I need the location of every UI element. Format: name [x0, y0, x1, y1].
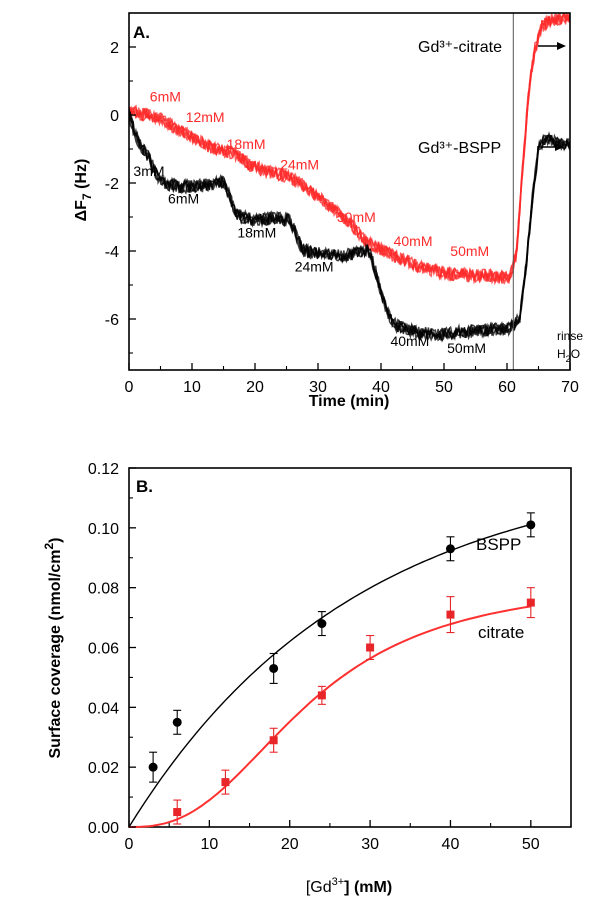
panel-a-y-axis-title: ΔF7 (Hz) [73, 159, 94, 222]
y-tick-label: 0.12 [88, 461, 119, 478]
citrate-concentration-label: 6mM [150, 88, 181, 104]
y-tick-label: 2 [110, 40, 119, 57]
y-tick-label: 0.08 [88, 581, 119, 598]
bspp-data-point [148, 762, 158, 772]
series-citrate-line [129, 13, 570, 286]
bspp-data-point [317, 619, 327, 629]
panel-a-y-ticks: 2 0 -2 -4 -6 [105, 40, 136, 354]
series-bspp-trace [129, 108, 570, 343]
bspp-data-point [269, 663, 279, 673]
y-tick-label: -6 [105, 312, 119, 329]
citrate-data-point [317, 691, 326, 700]
y-tick-label: 0.10 [88, 521, 119, 538]
x-tick-label: 50 [522, 836, 540, 853]
x-tick-label: 70 [561, 379, 579, 396]
panel-b-points [148, 512, 536, 825]
panel-a-x-ticks: 0 10 20 30 40 50 60 70 [125, 363, 579, 396]
bspp-fit-curve [128, 523, 531, 828]
citrate-data-point [446, 610, 455, 619]
panel-b-x-axis-title: [Gd3+] (mM) [306, 876, 392, 896]
bspp-concentration-label: 50mM [447, 340, 486, 356]
x-tick-label: 0 [125, 836, 134, 853]
y-tick-label: 0 [110, 108, 119, 125]
panel-b-label: B. [136, 477, 153, 496]
citrate-concentration-label: 50mM [450, 243, 489, 259]
x-tick-label: 50 [435, 379, 453, 396]
y-tick-label: 0.00 [88, 820, 119, 837]
panel-b-y-axis-title: Surface coverage (nmol/cm2) [42, 538, 64, 759]
bspp-label-arrow-head [555, 143, 564, 151]
x-tick-label: 40 [442, 836, 460, 853]
series-citrate-line [129, 13, 570, 286]
citrate-data-point [269, 736, 278, 745]
bspp-data-point [526, 520, 536, 530]
panel-a-x-axis-title: Time (min) [309, 393, 390, 410]
panel-a-series [129, 13, 570, 343]
citrate-concentration-label: 18mM [227, 136, 266, 152]
x-tick-label: 40 [372, 379, 390, 396]
citrate-concentration-label: 24mM [280, 156, 319, 172]
bspp-concentration-label: 18mM [237, 224, 276, 240]
bspp-data-point [172, 717, 182, 727]
panel-a-label: A. [133, 23, 150, 42]
bspp-concentration-label: 40mM [390, 333, 429, 349]
citrate-label-arrow-head [557, 42, 566, 50]
panel-a-annotations: 6mM12mM18mM24mM30mM40mM50mM3mM6mM18mM24m… [133, 88, 489, 356]
x-tick-label: 20 [246, 379, 264, 396]
y-tick-label: 0.02 [88, 760, 119, 777]
series-bspp-line [129, 111, 570, 343]
panel-b-x-ticks: 0 10 20 30 40 50 [125, 820, 572, 853]
panel-b-frame [128, 467, 572, 828]
x-tick-label: 10 [183, 379, 201, 396]
bspp-data-point [445, 544, 455, 554]
y-tick-label: -2 [105, 176, 119, 193]
x-tick-label: 10 [200, 836, 218, 853]
citrate-fit-curve [129, 605, 531, 828]
x-tick-label: 0 [125, 379, 134, 396]
series-citrate-line [129, 13, 570, 284]
h2o-label: H2O [557, 347, 580, 364]
series-citrate-trace [129, 13, 570, 286]
citrate-concentration-label: 12mM [186, 109, 225, 125]
series-bspp-line [129, 110, 570, 343]
series-bspp-line [129, 118, 570, 341]
citrate-data-point [526, 598, 535, 607]
panel-b-y-ticks: 0.00 0.02 0.04 0.06 0.08 0.10 0.12 [88, 461, 136, 837]
bspp-series-label: Gd³⁺-BSPP [418, 140, 501, 157]
series-citrate-line [129, 13, 570, 285]
citrate-concentration-label: 40mM [394, 233, 433, 249]
bspp-concentration-label: 3mM [133, 163, 164, 179]
x-tick-label: 60 [498, 379, 516, 396]
series-citrate-line [129, 13, 570, 285]
y-tick-label: 0.06 [88, 641, 119, 658]
y-tick-label: 0.04 [88, 700, 119, 717]
x-tick-label: 30 [361, 836, 379, 853]
panel-b: 0 10 20 30 40 50 0.00 0.02 0.04 0.06 0.08 0.10 0.12… [42, 461, 572, 896]
x-tick-label: 30 [309, 379, 327, 396]
bspp-concentration-label: 6mM [168, 190, 199, 206]
x-tick-label: 20 [281, 836, 299, 853]
citrate-concentration-label: 30mM [337, 209, 376, 225]
series-bspp-line [129, 116, 570, 341]
panel-a: 0 10 20 30 40 50 60 70 20-2-4-6 6mM12mM18mM24mM… [73, 12, 583, 410]
y-tick-label: -4 [105, 244, 119, 261]
citrate-data-point [221, 778, 230, 787]
citrate-data-point [173, 808, 182, 817]
bspp-concentration-label: 24mM [295, 258, 334, 274]
panel-b-fit-curves [128, 523, 531, 828]
citrate-series-label-b: citrate [478, 623, 524, 642]
bspp-series-label-b: BSPP [476, 535, 521, 554]
citrate-series-label: Gd³⁺-citrate [418, 39, 502, 56]
citrate-data-point [366, 643, 375, 652]
rinse-label: rinse [557, 329, 583, 343]
